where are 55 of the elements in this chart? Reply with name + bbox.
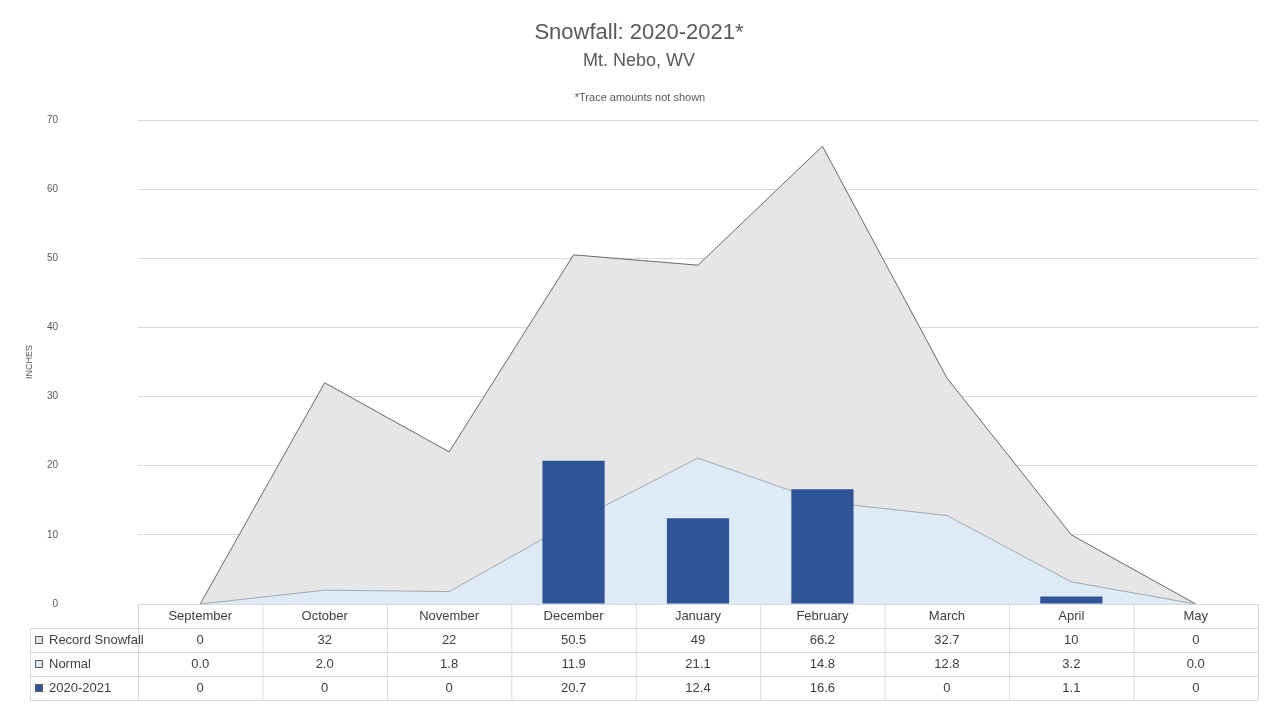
data-label: 50.5 xyxy=(560,631,587,647)
x-tick-label: May xyxy=(1183,607,1209,623)
y-tick-label: 0 xyxy=(52,597,59,609)
data-label: 22 xyxy=(441,631,457,647)
data-label: 0.0 xyxy=(1186,655,1205,671)
data-label: 0 xyxy=(943,679,951,695)
y-tick-label: 50 xyxy=(46,252,59,264)
data-label: 10 xyxy=(1064,631,1079,647)
data-label: 11.9 xyxy=(561,655,586,671)
data-label: 0 xyxy=(196,679,204,695)
data-label: 49 xyxy=(690,631,706,647)
x-tick-label: January xyxy=(674,607,722,623)
data-label: 66.2 xyxy=(809,631,836,647)
y-tick-label: 10 xyxy=(46,528,59,540)
data-label: 0 xyxy=(196,631,204,647)
y-tick-label: 30 xyxy=(46,390,59,402)
data-label: 16.6 xyxy=(809,679,836,695)
data-label: 32.7 xyxy=(934,631,960,647)
data-label: 1.1 xyxy=(1062,679,1081,695)
data-label: 12.4 xyxy=(685,679,711,695)
data-label: 1.8 xyxy=(440,655,459,671)
x-tick-label: October xyxy=(301,607,349,623)
legend-label: Normal xyxy=(49,655,92,671)
bar xyxy=(1040,596,1103,604)
x-tick-label: November xyxy=(419,607,480,623)
y-tick-label: 20 xyxy=(46,459,59,471)
bar xyxy=(542,460,605,604)
chart-title: Snowfall: 2020-2021* xyxy=(534,19,745,45)
data-label: 14.8 xyxy=(809,655,836,671)
x-tick-label: September xyxy=(168,607,233,623)
data-label: 0 xyxy=(321,679,329,695)
bar xyxy=(791,489,854,604)
y-tick-label: 70 xyxy=(46,113,59,125)
chart-subtitle: Mt. Nebo, WV xyxy=(582,50,696,71)
x-tick-label: March xyxy=(928,607,965,623)
data-label: 3.2 xyxy=(1062,655,1081,671)
data-label: 0 xyxy=(1192,679,1200,695)
y-tick-label: 60 xyxy=(46,182,59,194)
data-label: 21.1 xyxy=(685,655,711,671)
data-label: 0 xyxy=(445,679,453,695)
data-label: 20.7 xyxy=(560,679,587,695)
data-label: 0 xyxy=(1192,631,1200,647)
data-label: 32 xyxy=(317,631,332,647)
bar xyxy=(666,518,730,604)
x-tick-label: April xyxy=(1058,607,1085,623)
legend-label: 2020-2021 xyxy=(49,679,112,695)
data-label: 12.8 xyxy=(934,655,960,671)
y-tick-label: 40 xyxy=(46,321,59,333)
legend-label: Record Snowfall xyxy=(49,631,144,647)
data-label: 2.0 xyxy=(315,655,334,671)
x-tick-label: February xyxy=(796,607,849,623)
x-tick-label: December xyxy=(543,607,605,623)
text: *Trace amounts not shown xyxy=(574,91,706,104)
data-label: 0.0 xyxy=(191,655,210,671)
y-axis-title: INCHES xyxy=(23,344,34,380)
